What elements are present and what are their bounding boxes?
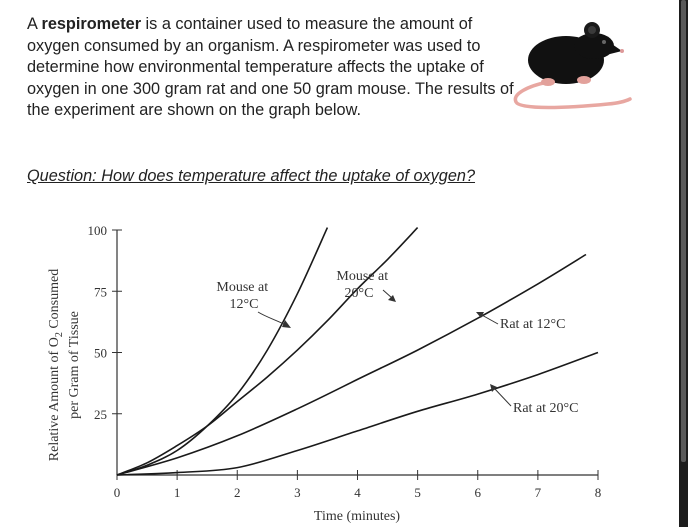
intro-bold-term: respirometer [41,15,142,33]
arrow-rat-20 [493,387,512,407]
x-tick-label: 2 [234,485,241,500]
x-tick-label: 3 [294,485,301,500]
arrowhead-rat-12 [476,312,484,318]
y-tick-label: 50 [94,346,107,361]
question-text: Question: How does temperature affect th… [27,167,476,185]
mouse-illustration-icon [513,22,632,110]
x-tick-label: 5 [414,485,421,500]
y-tick-label: 25 [94,407,107,422]
label-rat-12: Rat at 12°C [500,317,565,332]
x-axis-label: Time (minutes) [314,509,401,524]
x-tick-label: 7 [535,485,542,500]
intro-paragraph: A respirometer is a container used to me… [27,14,517,122]
scrollbar-thumb[interactable] [681,0,686,462]
oxygen-uptake-chart: Relative Amount of O2 Consumed per Gram … [47,223,602,524]
x-tick-label: 1 [174,485,181,500]
x-tick-label: 4 [354,485,361,500]
label-mouse-12: Mouse at 12°C [216,280,271,312]
line-mouse-20c [116,227,419,476]
line-rat-20c [116,351,599,476]
line-rat-12c [116,253,587,476]
arrowhead-rat-20 [490,384,497,392]
arrow-mouse-20 [382,289,393,299]
intro-rest: is a container used to measure the amoun… [27,15,514,120]
label-mouse-20-line1: Mouse at [336,269,388,284]
x-tick-label: 0 [114,485,121,500]
label-rat-20: Rat at 20°C [513,401,578,416]
arrowhead-mouse-12 [282,320,291,328]
label-mouse-12-line2: 12°C [230,297,259,312]
y-axis-label-line2: per Gram of Tissue [67,311,82,419]
arrow-mouse-12 [257,311,287,326]
y-axis-label: Relative Amount of O2 Consumed per Gram … [47,269,82,461]
y-tick-label: 100 [88,223,108,238]
label-mouse-12-line1: Mouse at [216,280,268,295]
arrow-rat-12 [479,313,499,325]
intro-lead: A [27,15,42,33]
x-tick-label: 6 [475,485,482,500]
y-axis-label-line1: Relative Amount of O2 Consumed [47,269,65,461]
label-mouse-20-line2: 20°C [345,286,374,301]
x-tick-label: 8 [595,485,602,500]
arrowhead-mouse-20 [388,295,396,302]
label-mouse-20: Mouse at 20°C [336,269,391,301]
y-tick-label: 75 [94,284,107,299]
scrollbar[interactable] [679,0,688,527]
line-mouse-12c [116,227,329,476]
